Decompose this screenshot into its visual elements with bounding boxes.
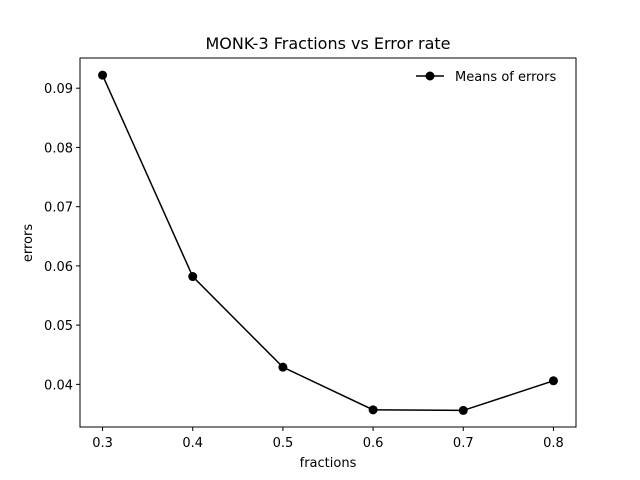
y-axis: 0.04 0.05 0.06 0.07 0.08 0.09: [44, 82, 80, 393]
x-tick-label: 0.5: [273, 436, 294, 451]
x-axis: 0.3 0.4 0.5 0.6 0.7 0.8: [92, 427, 564, 451]
legend-marker-sample: [425, 71, 435, 81]
data-point: [368, 405, 378, 415]
chart-title: MONK-3 Fractions vs Error rate: [206, 34, 451, 53]
data-point: [458, 405, 468, 415]
plot-area: [79, 57, 577, 428]
y-tick-label: 0.09: [44, 82, 73, 97]
legend-label: Means of errors: [455, 70, 556, 85]
data-point: [188, 272, 198, 282]
x-tick-label: 0.8: [543, 436, 564, 451]
x-tick-label: 0.6: [363, 436, 384, 451]
y-axis-label: errors: [21, 224, 36, 262]
x-tick-label: 0.4: [182, 436, 203, 451]
data-point: [98, 70, 108, 80]
legend: Means of errors: [416, 70, 556, 85]
series-layer: [98, 70, 558, 415]
y-tick-label: 0.06: [44, 260, 73, 275]
y-tick-label: 0.08: [44, 141, 73, 156]
x-tick-label: 0.7: [453, 436, 474, 451]
x-axis-label: fractions: [300, 456, 357, 471]
y-tick-label: 0.04: [44, 378, 73, 393]
series-line: [101, 74, 554, 412]
data-point: [278, 362, 288, 372]
y-tick-label: 0.07: [44, 201, 73, 216]
data-point: [548, 376, 558, 386]
x-tick-label: 0.3: [92, 436, 113, 451]
y-tick-label: 0.05: [44, 319, 73, 334]
plot-frame: [79, 57, 577, 428]
